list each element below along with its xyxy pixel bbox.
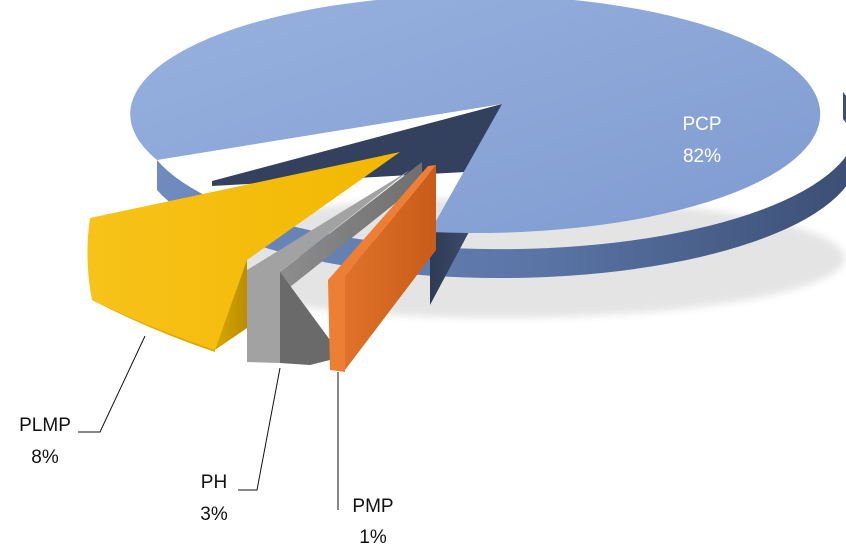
leader-ph — [238, 367, 281, 491]
data-label-ph-name: PH — [201, 472, 227, 493]
slice-pcp-front-wall — [212, 104, 502, 186]
slice-ph-side — [280, 162, 422, 295]
slice-pcp — [130, 0, 846, 305]
slice-plmp-top — [87, 152, 400, 350]
slice-pcp-top — [130, 0, 821, 234]
slice-ph — [247, 162, 422, 365]
data-label-pmp-value: 1% — [359, 527, 387, 548]
data-label-pmp-name: PMP — [352, 496, 393, 517]
data-label-plmp-name: PLMP — [19, 415, 71, 436]
data-label-plmp-value: 8% — [31, 447, 59, 468]
leader-plmp — [78, 335, 146, 433]
data-label-pcp-name: PCP — [682, 114, 721, 135]
slice-plmp — [87, 152, 400, 352]
slice-pmp-side — [345, 165, 436, 370]
slice-pmp-top — [328, 165, 436, 372]
slice-ph-front — [280, 272, 330, 365]
slice-pmp — [328, 165, 436, 372]
slice-ph-top — [247, 170, 410, 363]
data-label-ph-value: 3% — [200, 504, 228, 525]
data-label-pcp-value: 82% — [683, 146, 721, 167]
